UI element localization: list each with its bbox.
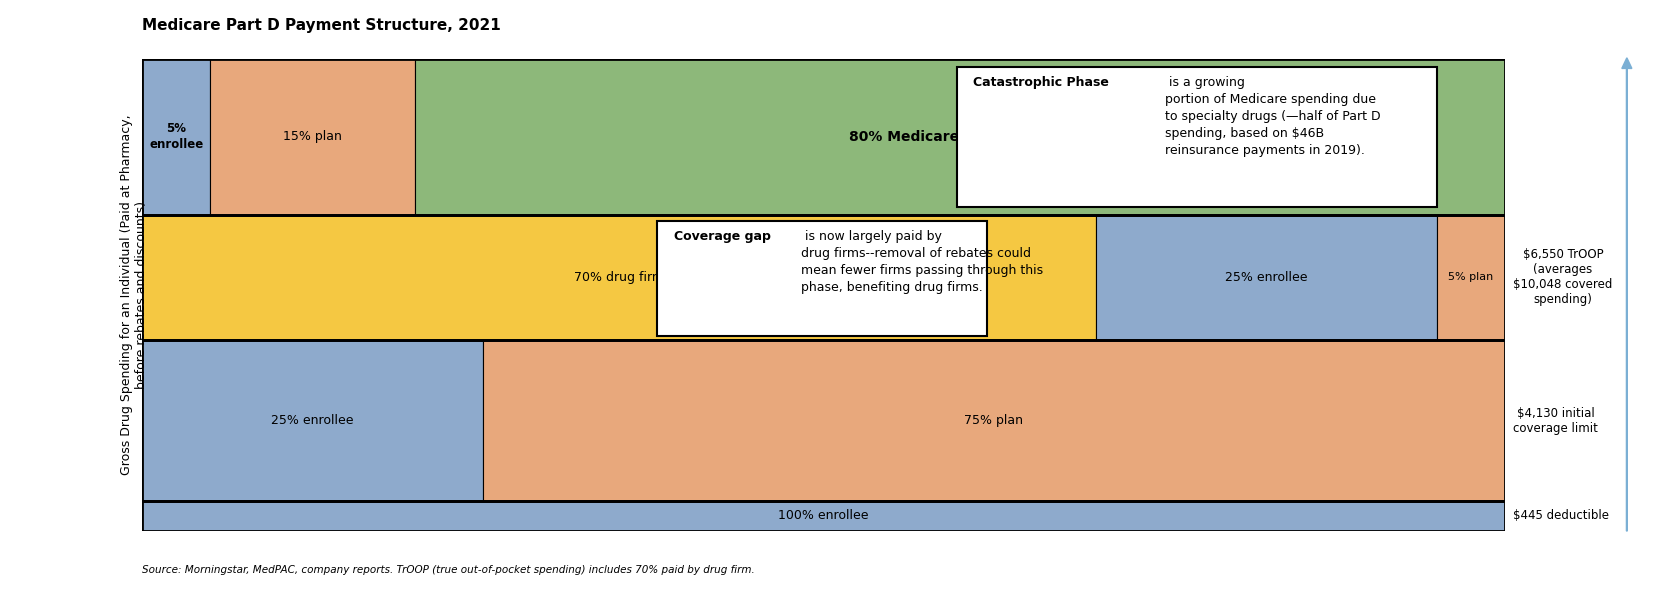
Bar <box>142 215 1505 340</box>
Bar <box>142 215 1095 340</box>
Text: 75% plan: 75% plan <box>965 414 1023 427</box>
Bar <box>142 59 211 215</box>
Bar <box>1436 215 1505 340</box>
Bar <box>142 501 1505 531</box>
Text: Source: Morningstar, MedPAC, company reports. TrOOP (true out-of-pocket spending: Source: Morningstar, MedPAC, company rep… <box>142 565 754 575</box>
Bar <box>211 59 415 215</box>
Bar <box>483 340 1505 501</box>
Text: $4,130 initial
coverage limit: $4,130 initial coverage limit <box>1513 407 1598 434</box>
Text: 100% enrollee: 100% enrollee <box>777 509 869 522</box>
Text: $6,550 TrOOP
(averages
$10,048 covered
spending): $6,550 TrOOP (averages $10,048 covered s… <box>1513 248 1612 306</box>
Bar <box>415 59 1505 215</box>
Bar <box>142 340 483 501</box>
Bar <box>142 340 1505 501</box>
Text: is a growing
portion of Medicare spending due
to specialty drugs (—half of Part : is a growing portion of Medicare spendin… <box>1165 76 1381 156</box>
Text: 25% enrollee: 25% enrollee <box>1226 271 1308 284</box>
Text: Coverage gap: Coverage gap <box>674 230 771 242</box>
Text: Medicare Part D Payment Structure, 2021: Medicare Part D Payment Structure, 2021 <box>142 18 502 32</box>
Bar <box>1095 215 1436 340</box>
Text: Catastrophic Phase: Catastrophic Phase <box>973 76 1109 88</box>
Text: is now largely paid by
drug firms--removal of rebates could
mean fewer firms pas: is now largely paid by drug firms--remov… <box>801 230 1043 294</box>
FancyBboxPatch shape <box>657 221 986 336</box>
Text: 5% plan: 5% plan <box>1448 273 1493 283</box>
Text: 80% Medicare (reinsurance): 80% Medicare (reinsurance) <box>849 130 1070 144</box>
Text: 15% plan: 15% plan <box>283 130 341 143</box>
Text: 5%
enrollee: 5% enrollee <box>149 122 204 151</box>
FancyBboxPatch shape <box>956 67 1436 207</box>
Text: 70% drug firm: 70% drug firm <box>573 271 664 284</box>
Text: $445 deductible: $445 deductible <box>1513 509 1608 522</box>
Bar <box>142 501 1505 531</box>
Y-axis label: Gross Drug Spending for an Individual (Paid at Pharmacy,
before rebates and disc: Gross Drug Spending for an Individual (P… <box>120 114 147 476</box>
Text: 25% enrollee: 25% enrollee <box>271 414 354 427</box>
Bar <box>142 59 1505 215</box>
